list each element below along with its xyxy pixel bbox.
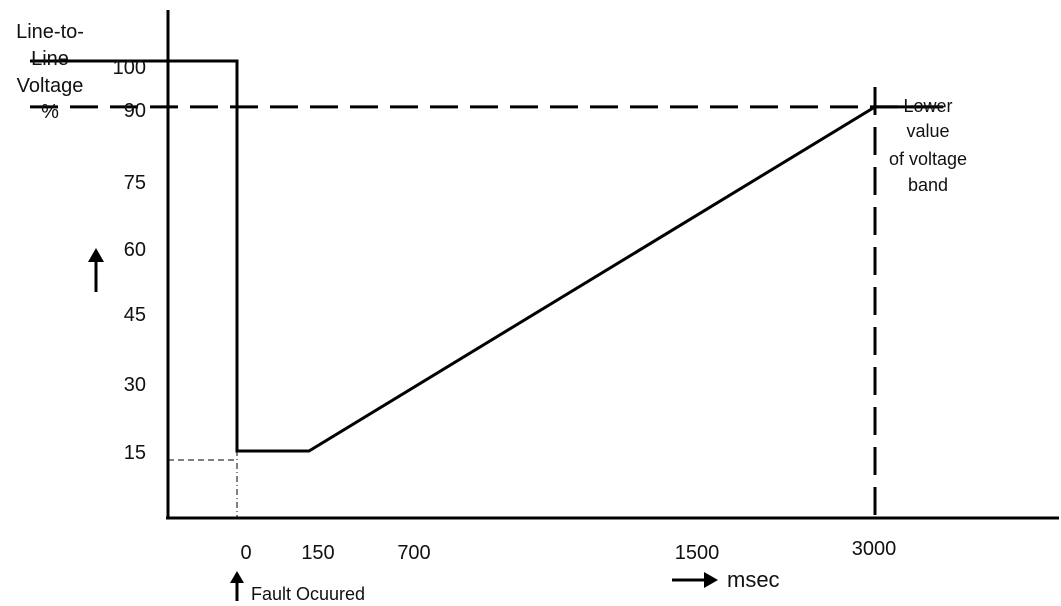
y-tick-60: 60	[123, 239, 146, 261]
y-tick-30: 30	[123, 374, 146, 396]
x-tick-0: 0	[240, 542, 252, 564]
x-axis-unit-label: msec	[727, 567, 780, 592]
y-label-line-2: Line	[31, 48, 69, 70]
x-tick-700: 700	[397, 542, 431, 564]
x-tick-1500: 1500	[674, 542, 720, 564]
voltage-profile-line	[30, 59, 944, 453]
band-note-line-2: value	[906, 121, 950, 141]
y-label-line-4: %	[41, 101, 59, 123]
band-note-line-1: Lower	[903, 96, 953, 116]
y-tick-45: 45	[123, 304, 146, 326]
band-note-line-4: band	[907, 175, 949, 195]
y-label-line-1: Line-to-	[16, 21, 84, 43]
y-tick-75: 75	[123, 172, 146, 194]
x-tick-3000: 3000	[851, 538, 897, 560]
y-tick-90: 90	[123, 100, 146, 122]
y-tick-15: 15	[123, 442, 146, 464]
y-label-line-3: Voltage	[16, 75, 84, 97]
fault-annotation: Fault Ocuured	[251, 584, 366, 604]
y-tick-100: 100	[112, 57, 146, 79]
fault-up-arrow-icon	[230, 571, 244, 601]
x-tick-150: 150	[301, 542, 335, 564]
band-note-line-3: of voltage	[888, 149, 968, 169]
up-arrow-icon	[88, 248, 104, 292]
right-arrow-icon	[672, 572, 718, 588]
